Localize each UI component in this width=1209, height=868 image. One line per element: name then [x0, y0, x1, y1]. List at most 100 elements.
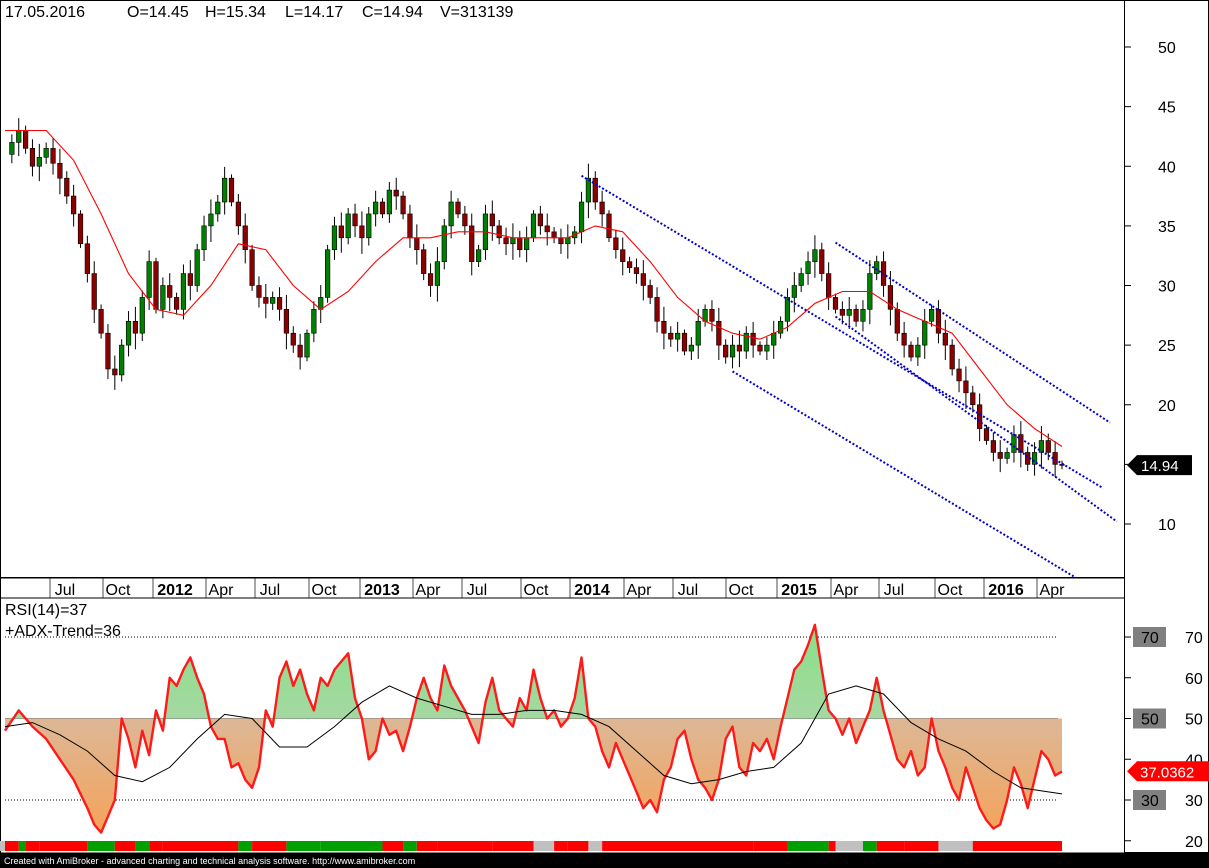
candle-body	[304, 332, 310, 358]
trend-ribbon-segment	[403, 841, 417, 851]
candle-body	[1038, 440, 1045, 453]
candle-body	[421, 249, 427, 274]
candle-body	[194, 249, 200, 286]
trend-ribbon-segment	[533, 841, 555, 851]
date-axis-label: 2015	[781, 582, 817, 599]
candle-body	[956, 368, 962, 382]
trend-ribbon-segment	[554, 841, 568, 851]
trend-ribbon-segment	[149, 841, 163, 851]
candle-body	[1052, 452, 1058, 465]
candle-body	[537, 213, 543, 227]
candle-body	[222, 177, 228, 203]
date-axis-label: Apr	[627, 582, 653, 599]
price-axis-label: 25	[1158, 338, 1176, 355]
indicator-layer	[0, 623, 1063, 851]
candle-body	[201, 225, 207, 251]
candle-body	[311, 309, 317, 334]
candle-body	[455, 201, 461, 215]
date-axis-label: Oct	[312, 582, 337, 599]
header-high: H=15.34	[205, 4, 266, 21]
candle-body	[743, 332, 749, 352]
candle-body	[928, 309, 935, 322]
candle-body	[675, 332, 681, 340]
candle-body	[1031, 452, 1038, 465]
price-axis-label: 35	[1158, 219, 1176, 236]
date-axis-label: Oct	[729, 582, 754, 599]
candle-body	[77, 213, 84, 245]
trend-ribbon-segment	[238, 841, 253, 851]
trend-channel-line[interactable]	[581, 174, 1104, 490]
candle-body	[132, 320, 139, 334]
candle-body	[578, 201, 585, 233]
candle-body	[366, 213, 372, 239]
candle-body	[448, 201, 454, 227]
trend-ribbon-segment	[684, 841, 754, 851]
candle-body	[119, 344, 125, 376]
candle-body	[283, 309, 290, 334]
header-volume: V=313139	[440, 4, 514, 21]
candle-body	[469, 225, 475, 262]
candle-body	[606, 213, 612, 239]
candle-body	[153, 261, 159, 310]
trend-ribbon-segment	[753, 841, 788, 851]
candle-body	[688, 344, 694, 352]
candle-body	[400, 195, 406, 215]
candle-body	[386, 189, 392, 215]
level-box	[1133, 708, 1166, 729]
candle-body	[915, 344, 921, 358]
candle-body	[187, 273, 193, 286]
candle-body	[235, 201, 241, 227]
trend-ribbon-segment	[162, 841, 239, 851]
candle-body	[901, 332, 907, 346]
candle-body	[757, 344, 763, 352]
trend-ribbon-segment	[876, 841, 905, 851]
trend-ribbon-segment	[416, 841, 438, 851]
trend-ribbon-segment	[828, 841, 836, 851]
trend-ribbon-segment	[835, 841, 863, 851]
trend-ribbon-segment	[437, 841, 493, 851]
candle-body	[681, 332, 688, 352]
date-axis-label: 2014	[574, 582, 610, 599]
candle-body	[908, 344, 914, 358]
candle-body	[105, 332, 111, 370]
trend-ribbon-segment	[787, 841, 829, 851]
trend-ribbon-segment	[862, 841, 877, 851]
candle-body	[805, 261, 811, 274]
candles	[9, 118, 1065, 477]
candle-body	[558, 237, 564, 245]
candle-body	[146, 261, 152, 298]
adx-trend-line	[4, 685, 1063, 795]
header-close: C=14.94	[362, 4, 423, 21]
candle-body	[91, 273, 97, 310]
date-axis-label: Oct	[524, 582, 549, 599]
candle-body	[276, 297, 283, 310]
trend-channel-line[interactable]	[732, 370, 1077, 579]
level-box	[1133, 790, 1166, 810]
price-layer	[5, 118, 1118, 579]
candle-body	[990, 440, 996, 453]
candle-body	[434, 261, 441, 286]
candle-body	[462, 213, 468, 227]
trend-channel-line[interactable]	[834, 241, 1111, 424]
candle-body	[819, 249, 825, 274]
rsi-fill-below	[5, 718, 1062, 833]
last-price-label: 14.94	[1141, 458, 1179, 475]
candle-body	[379, 201, 386, 215]
candle-body	[729, 344, 736, 358]
candle-body	[544, 225, 550, 233]
date-axis-label: 2012	[157, 582, 193, 599]
candle-body	[22, 130, 29, 149]
candle-body	[668, 332, 674, 340]
date-axis-label: Oct	[938, 582, 963, 599]
candle-body	[983, 428, 990, 441]
date-axis-label: Jul	[884, 582, 904, 599]
trend-ribbon-segment	[567, 841, 589, 851]
candle-body	[393, 189, 399, 197]
price-axis-label: 50	[1158, 40, 1176, 57]
candle-body	[338, 225, 344, 239]
candle-body	[36, 157, 42, 167]
candle-body	[112, 368, 118, 376]
date-axis-label: 2013	[364, 582, 400, 599]
candle-body	[256, 285, 262, 298]
